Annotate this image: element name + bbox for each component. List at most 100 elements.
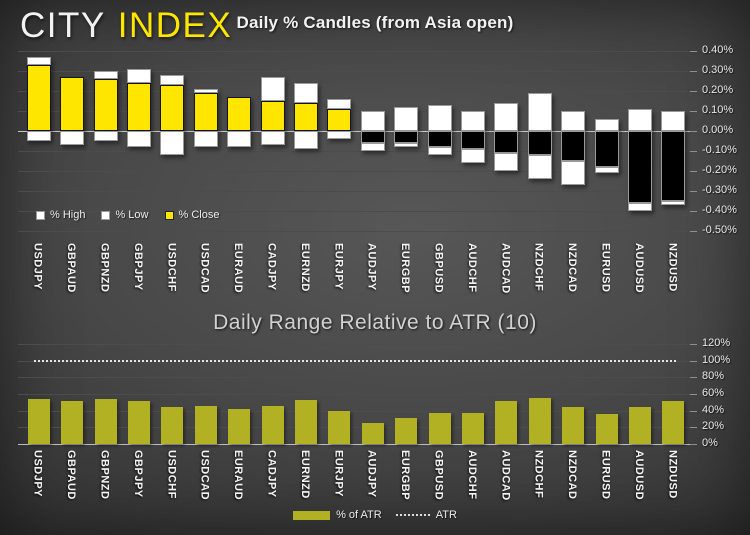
x-category-label: EURUSD [599,450,612,500]
x-category-label: EURGBP [399,450,412,501]
candle-close-segment [260,101,285,131]
x-category-label: EURNZD [298,243,311,292]
candle-close-segment [427,131,452,147]
candle-low-segment [260,131,285,145]
y-tick-label: 0.20% [702,84,734,96]
x-category-label: NZDCAD [566,243,579,293]
y-tick-label: 20% [702,420,725,433]
y-tick-label: -0.10% [702,144,737,156]
candle-close-segment [60,77,85,131]
atr-bar [27,399,50,444]
candle-low-segment [627,203,652,211]
legend-swatch-low [101,210,111,220]
x-category-label: GBPJPY [131,450,144,498]
candle-close-segment [26,65,51,131]
gridline [18,444,690,445]
candle-close-segment [460,131,485,149]
candle-close-segment [93,79,118,131]
axis-tick [690,360,697,362]
candle-high-segment [460,111,485,131]
candle-high-segment [394,107,419,131]
atr-bar [428,413,451,444]
legend-swatch-high [36,210,45,220]
x-category-label: USDCHF [165,450,178,499]
x-category-label: NZDCAD [566,450,579,500]
gridline [18,71,690,72]
legend-item: ATR [395,509,457,521]
axis-tick [690,344,697,345]
axis-tick [690,71,697,72]
x-category-label: GBPUSD [432,243,445,294]
gridline [18,91,690,92]
candle-low-segment [60,131,85,145]
y-tick-label: -0.30% [702,184,737,196]
x-category-label: CADJPY [265,450,278,498]
x-category-label: EURJPY [332,243,345,291]
candle-high-segment [327,99,352,109]
candle-low-segment [394,143,419,147]
candle-low-segment [160,131,185,155]
legend-label: % High [50,209,86,221]
candle-high-segment [494,103,519,131]
gridline [18,191,690,192]
candle-low-segment [93,131,118,141]
gridline [18,410,690,412]
candle-high-segment [293,83,318,103]
x-category-label: EURNZD [298,450,311,499]
candle-low-segment [227,131,252,147]
candle-high-segment [160,75,185,85]
atr-bar [61,400,84,444]
x-category-label: EURJPY [332,450,345,498]
candle-high-segment [527,93,552,131]
x-category-label: CADJPY [265,243,278,291]
y-tick-label: 0.00% [702,124,734,136]
gridline [18,171,690,172]
atr-bar [395,418,418,444]
logo-city: CITY [20,6,106,45]
atr-legend: % of ATR ATR [0,509,750,521]
x-category-label: USDCAD [198,243,211,294]
x-category-label: NZDUSD [666,243,679,292]
axis-tick [690,444,697,445]
candle-low-segment [327,131,352,139]
gridline [18,344,690,345]
x-category-label: AUDCAD [499,450,512,501]
candle-close-segment [126,83,151,131]
atr-bar [528,398,551,444]
atr-bar [562,407,585,444]
axis-tick [690,131,697,132]
gridline [18,131,690,132]
x-category-label: GBPAUD [65,450,78,500]
gridline [18,211,690,212]
axis-tick [690,410,697,412]
candle-low-segment [594,167,619,173]
x-category-label: GBPAUD [65,243,78,293]
legend-item: % High [36,209,85,221]
candle-close-segment [293,103,318,131]
atr-bar [461,413,484,444]
atr-bar [328,410,351,444]
candle-low-segment [494,153,519,171]
y-tick-label: -0.20% [702,164,737,176]
axis-tick [690,111,697,112]
x-category-label: AUDJPY [365,243,378,291]
y-tick-label: 0.10% [702,104,734,116]
candle-close-segment [561,131,586,161]
x-category-label: EURUSD [599,243,612,293]
axis-tick [690,171,697,172]
gridline [18,111,690,112]
y-tick-label: 0% [702,437,718,449]
candle-close-segment [360,131,385,143]
x-category-label: NZDUSD [666,450,679,499]
candle-close-segment [394,131,419,143]
legend-item: % Low [101,209,149,221]
candle-low-segment [360,143,385,151]
logo-index: INDEX [117,6,233,45]
x-category-label: AUDCHF [465,243,478,293]
atr-bar [495,400,518,444]
x-category-label: USDCAD [198,450,211,501]
atr-bar [94,399,117,444]
candle-high-segment [594,119,619,131]
